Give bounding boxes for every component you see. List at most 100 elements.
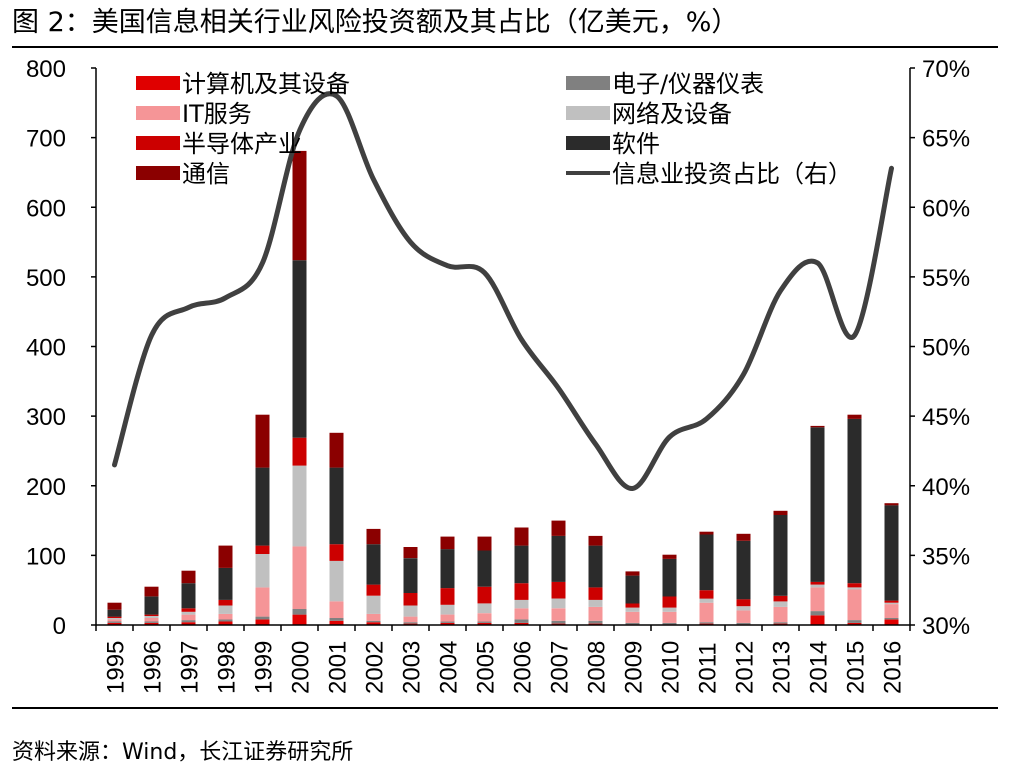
bar-segment-2004-s3 [440, 604, 455, 615]
bar-segment-1996-s2 [144, 618, 159, 622]
right-tick-label: 60% [922, 195, 970, 222]
left-tick-label: 200 [26, 474, 66, 501]
bar-segment-2002-s5 [366, 544, 381, 585]
bar-segment-2014-s0 [810, 615, 825, 625]
x-tick-label: 2007 [547, 641, 574, 694]
bar-segment-1998-s1 [218, 619, 233, 622]
x-tick-label: 2010 [658, 641, 685, 694]
bar-segment-2016-s3 [884, 602, 899, 605]
bar-segment-2012-s1 [736, 622, 751, 625]
bar-segment-2010-s4 [662, 596, 677, 608]
x-tick-label: 1997 [177, 641, 204, 694]
bar-segment-2000-s3 [292, 465, 307, 547]
bar-segment-2015-s2 [847, 589, 862, 621]
x-tick-label: 2001 [325, 641, 352, 694]
bar-segment-2003-s3 [403, 605, 418, 617]
bar-segment-1997-s4 [181, 608, 196, 612]
bar-segment-2001-s1 [329, 618, 344, 621]
bar-segment-2006-s5 [514, 545, 529, 584]
bar-segment-2015-s5 [847, 418, 862, 584]
bar-segment-2010-s6 [662, 554, 677, 559]
bar-segment-2013-s6 [773, 510, 788, 515]
bar-segment-1998-s0 [218, 621, 233, 625]
bar-segment-1998-s4 [218, 599, 233, 606]
bar-segment-1995-s5 [107, 609, 122, 617]
bar-segment-2014-s2 [810, 587, 825, 612]
legend-label: 半导体产业 [182, 130, 302, 158]
bar-segment-2004-s1 [440, 621, 455, 623]
bar-segment-2014-s6 [810, 425, 825, 428]
ratio-line [112, 91, 894, 491]
bar-segment-1995-s3 [107, 618, 122, 620]
bar-segment-1996-s0 [144, 622, 159, 625]
bar-segment-1997-s5 [181, 583, 196, 609]
bar-segment-2016-s2 [884, 604, 899, 618]
title-rule [12, 46, 998, 48]
bar-segment-2012-s5 [736, 540, 751, 600]
left-tick-label: 500 [26, 265, 66, 292]
bar-segment-2013-s4 [773, 595, 788, 602]
bar-segment-2002-s3 [366, 595, 381, 614]
bar-segment-2013-s5 [773, 515, 788, 596]
bar-segment-1999-s4 [255, 545, 270, 554]
source-note: 资料来源：Wind，长江证券研究所 [12, 740, 354, 765]
bar-segment-2011-s6 [699, 531, 714, 535]
bar-segment-2010-s2 [662, 611, 677, 623]
bar-segment-1998-s6 [218, 545, 233, 568]
bar-segment-2015-s0 [847, 622, 862, 625]
x-tick-label: 2011 [695, 642, 722, 694]
legend-swatch [136, 166, 180, 180]
bar-segment-2001-s0 [329, 620, 344, 625]
axes: 0 100 200 300 400 500 600 700 800 30% 35% 40% 45% 50%… [26, 56, 970, 694]
x-tick-label: 1998 [214, 641, 241, 694]
bar-segment-2014-s1 [810, 611, 825, 616]
bar-segment-2007-s6 [551, 520, 566, 536]
bar-segment-2006-s2 [514, 608, 529, 620]
bar-segment-2004-s0 [440, 622, 455, 625]
x-tick-label: 2000 [288, 641, 315, 694]
left-tick-label: 700 [26, 126, 66, 153]
bar-segment-1999-s5 [255, 467, 270, 546]
x-tick-label: 1996 [140, 641, 167, 694]
bar-segment-2015-s1 [847, 620, 862, 623]
legend-label: 网络及设备 [612, 100, 732, 128]
legend-swatch [566, 76, 610, 90]
bar-segment-2008-s4 [588, 587, 603, 600]
legend-label: 软件 [612, 130, 660, 158]
bar-segment-1995-s6 [107, 602, 122, 610]
bar-segment-2010-s1 [662, 622, 677, 625]
bar-segment-2015-s3 [847, 587, 862, 590]
legend-label: 电子/仪器仪表 [612, 70, 764, 98]
bar-segment-2008-s5 [588, 545, 603, 588]
bar-segment-2004-s4 [440, 588, 455, 605]
bar-segment-2010-s3 [662, 607, 677, 612]
legend-swatch [566, 106, 610, 120]
bar-segment-2016-s6 [884, 503, 899, 506]
bar-segment-2003-s1 [403, 622, 418, 624]
bar-segment-2005-s6 [477, 536, 492, 551]
x-tick-label: 2003 [399, 641, 426, 694]
bar-segment-2002-s2 [366, 613, 381, 621]
bar-segment-2016-s4 [884, 600, 899, 603]
x-tick-label: 2014 [806, 641, 833, 694]
bar-segment-2004-s5 [440, 549, 455, 589]
bar-segment-2001-s6 [329, 432, 344, 468]
legend-label: 信息业投资占比（右） [612, 160, 852, 188]
bar-segment-2008-s2 [588, 606, 603, 621]
bar-segment-2007-s4 [551, 581, 566, 599]
bar-segment-1998-s5 [218, 567, 233, 600]
bar-segment-2005-s2 [477, 613, 492, 622]
x-tick-label: 2013 [769, 641, 796, 694]
bar-segment-2008-s3 [588, 599, 603, 607]
x-tick-label: 2005 [473, 641, 500, 694]
bar-segment-2011-s5 [699, 534, 714, 591]
right-tick-label: 55% [922, 265, 970, 292]
bar-stacks [107, 150, 899, 625]
bar-segment-2011-s2 [699, 602, 714, 623]
bar-segment-2011-s1 [699, 622, 714, 624]
bar-segment-2006-s4 [514, 583, 529, 600]
bar-segment-2016-s0 [884, 619, 899, 625]
legend-swatch [136, 136, 180, 150]
x-tick-label: 1995 [103, 641, 130, 694]
